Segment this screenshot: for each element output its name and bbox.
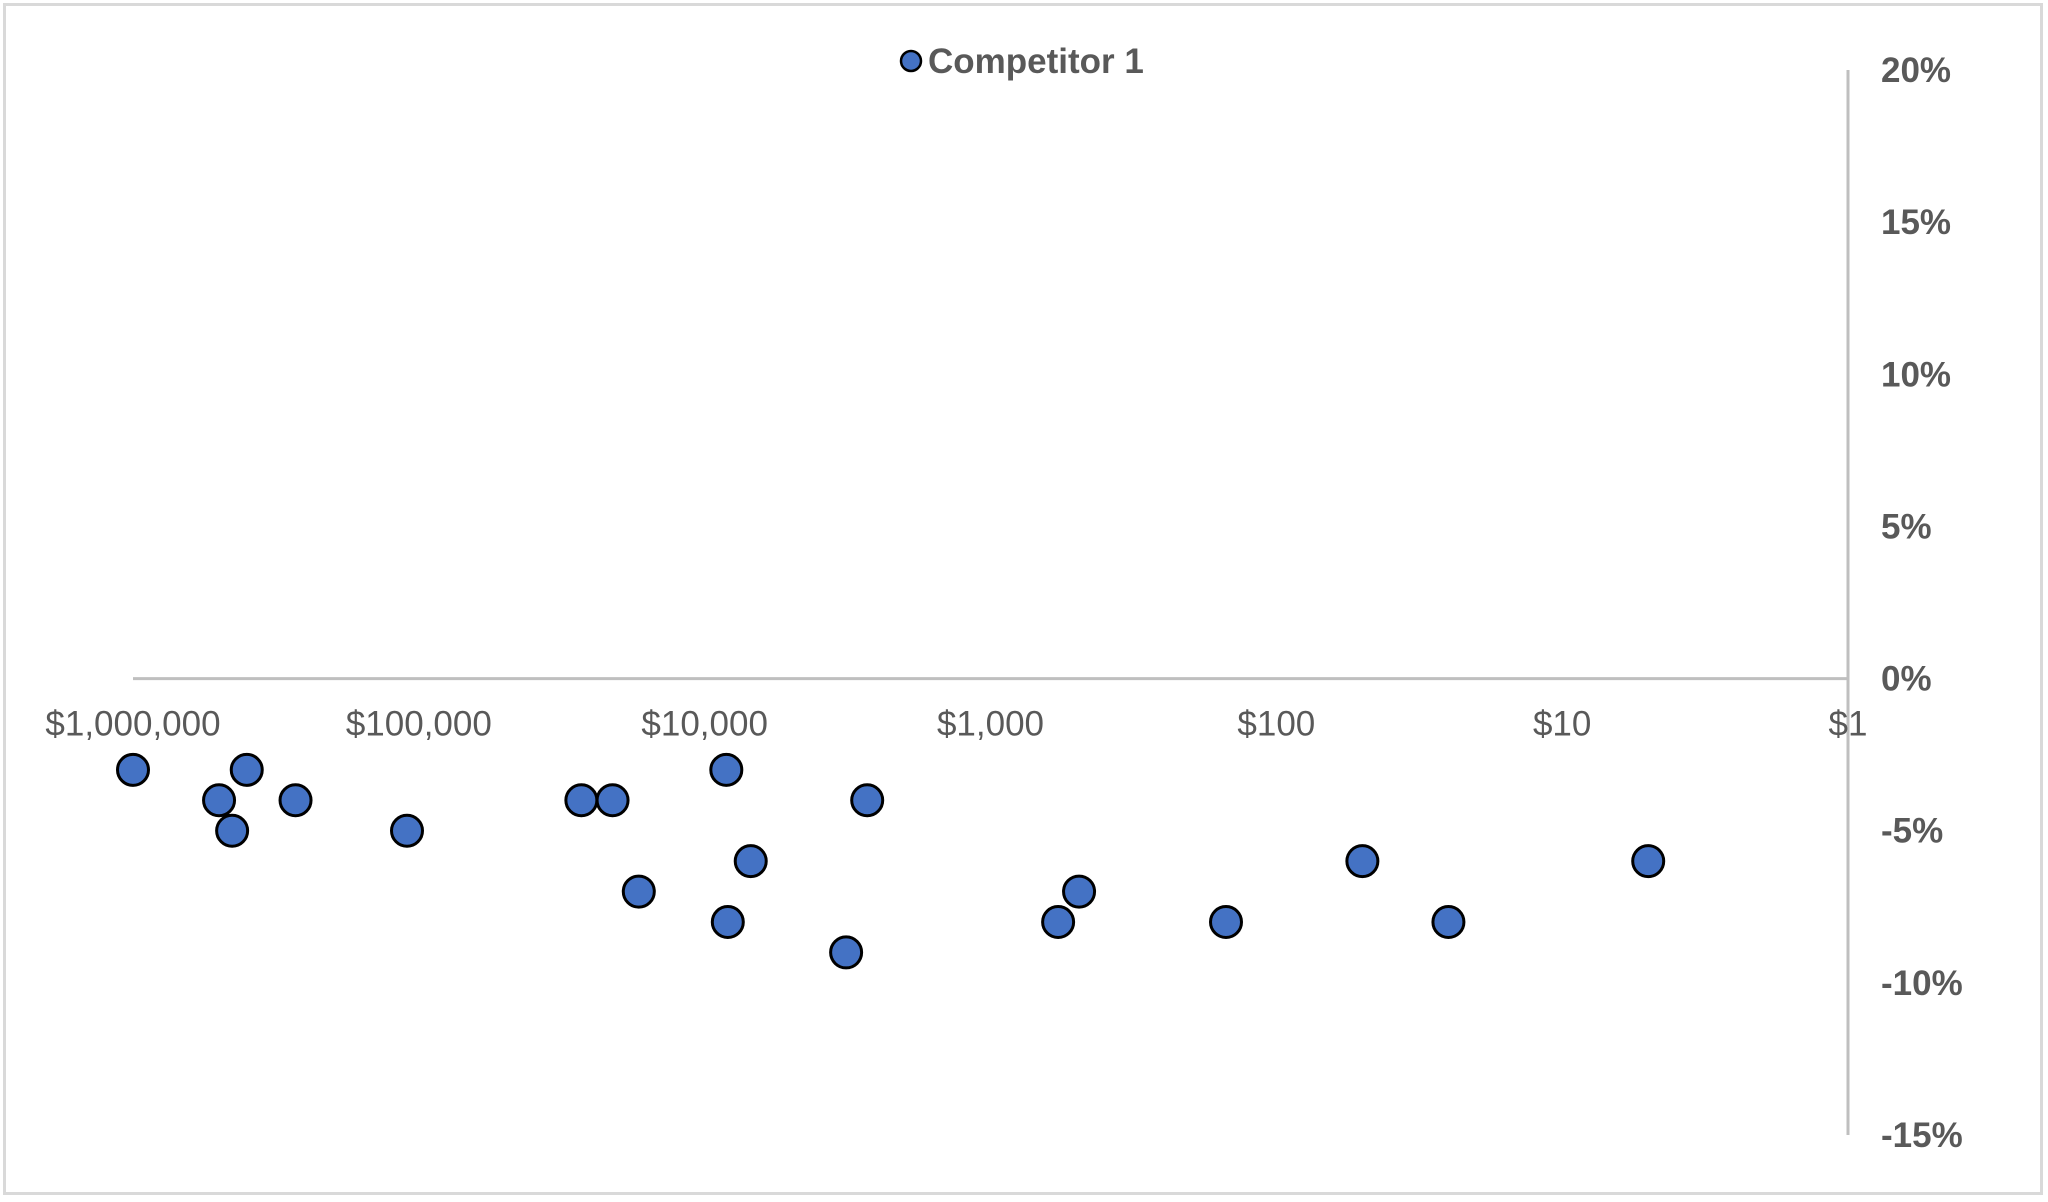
y-tick-label: 5% bbox=[1881, 507, 1932, 546]
data-point bbox=[1041, 905, 1076, 939]
data-point bbox=[202, 783, 237, 818]
data-point bbox=[829, 935, 864, 970]
data-point bbox=[215, 813, 250, 848]
x-tick-label: $10 bbox=[1533, 705, 1591, 744]
data-point bbox=[850, 783, 885, 818]
data-points bbox=[116, 752, 1666, 970]
x-tick-labels: $1,000,000 $100,000 $10,000 $1,000 $100 $10 $1 bbox=[45, 705, 1867, 744]
data-point bbox=[733, 844, 768, 879]
legend: Competitor 1 bbox=[899, 42, 1144, 81]
data-point bbox=[709, 752, 744, 787]
data-point bbox=[390, 813, 425, 848]
x-tick-label: $1,000,000 bbox=[45, 705, 220, 744]
data-point bbox=[229, 752, 264, 787]
y-tick-label: 10% bbox=[1881, 355, 1951, 394]
data-point bbox=[1431, 905, 1466, 939]
data-point bbox=[564, 783, 599, 818]
chart-frame bbox=[3, 3, 2043, 1195]
legend-marker-icon bbox=[899, 49, 923, 73]
data-point bbox=[1062, 874, 1097, 909]
y-tick-label: -10% bbox=[1881, 964, 1963, 1003]
x-tick-label: $1 bbox=[1829, 705, 1868, 744]
y-tick-label: 20% bbox=[1881, 51, 1951, 90]
y-tick-labels: 20% 15% 10% 5% 0% -5% -10% -15% bbox=[1881, 51, 1963, 1155]
x-tick-label: $100 bbox=[1237, 705, 1315, 744]
data-point bbox=[116, 752, 150, 787]
data-point bbox=[278, 783, 313, 818]
data-point bbox=[595, 783, 630, 818]
x-tick-label: $10,000 bbox=[641, 705, 768, 744]
legend-label-competitor-1: Competitor 1 bbox=[928, 42, 1144, 81]
y-tick-label: 0% bbox=[1881, 660, 1932, 699]
data-point bbox=[710, 905, 745, 939]
data-point bbox=[1631, 844, 1666, 879]
data-point bbox=[1209, 905, 1244, 939]
y-tick-label: -5% bbox=[1881, 812, 1943, 851]
x-tick-label: $1,000 bbox=[937, 705, 1044, 744]
x-tick-label: $100,000 bbox=[346, 705, 492, 744]
data-point bbox=[1345, 844, 1380, 879]
y-tick-label: 15% bbox=[1881, 203, 1951, 242]
y-tick-label: -15% bbox=[1881, 1116, 1963, 1155]
data-point bbox=[621, 874, 656, 909]
axes bbox=[133, 70, 1850, 1135]
